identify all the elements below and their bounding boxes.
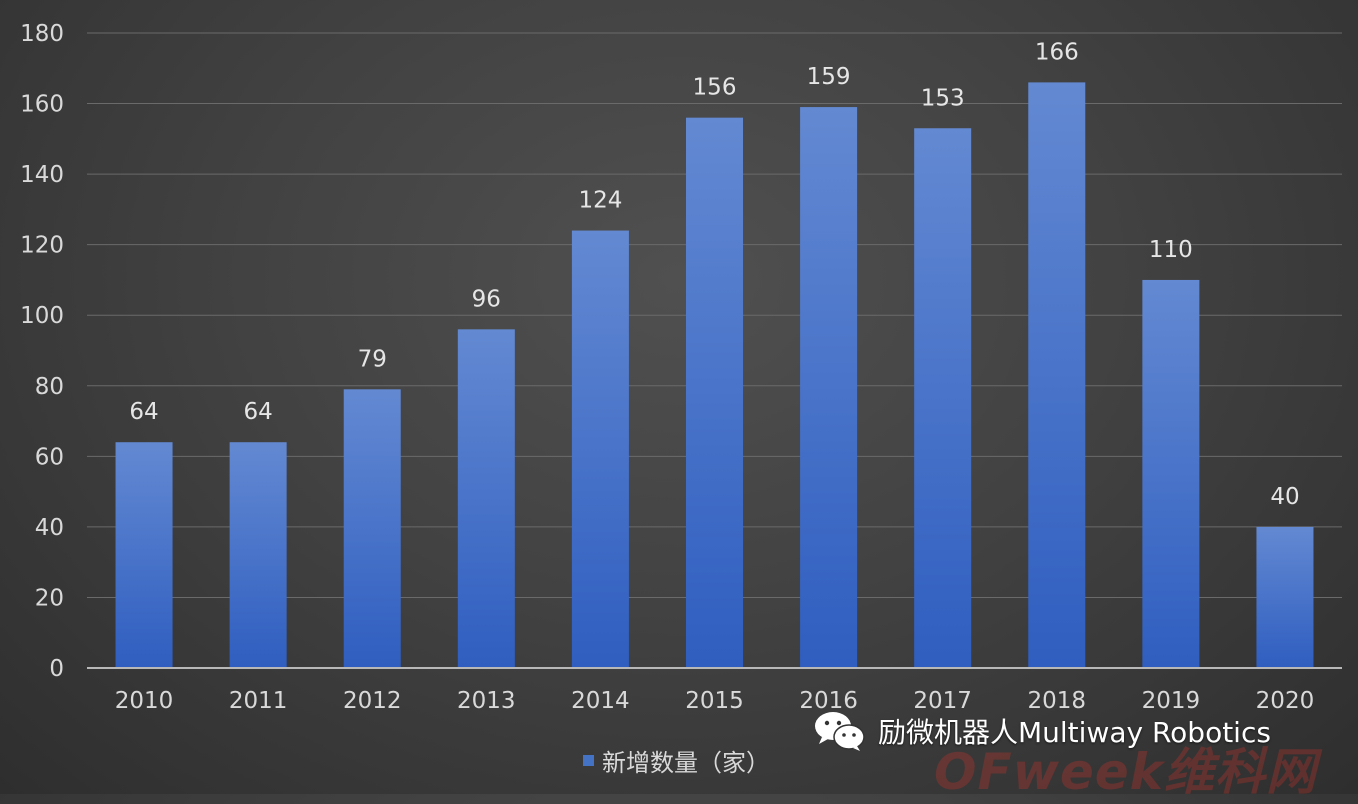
x-tick-label: 2019 xyxy=(1142,688,1201,714)
y-tick-label: 0 xyxy=(49,656,64,682)
x-tick-label: 2017 xyxy=(913,688,972,714)
y-tick-label: 180 xyxy=(20,21,64,47)
y-tick-label: 20 xyxy=(35,585,64,611)
data-label: 96 xyxy=(472,286,501,312)
y-tick-label: 160 xyxy=(20,92,64,118)
y-tick-label: 100 xyxy=(20,303,64,329)
data-label: 166 xyxy=(1035,39,1079,65)
data-label: 156 xyxy=(693,75,737,101)
bars xyxy=(115,82,1314,669)
y-tick-label: 120 xyxy=(20,233,64,259)
x-tick-label: 2011 xyxy=(229,688,288,714)
bar xyxy=(800,107,858,669)
bar xyxy=(457,329,515,668)
data-label: 64 xyxy=(129,399,158,425)
x-tick-label: 2013 xyxy=(457,688,516,714)
bar xyxy=(343,389,401,668)
data-label: 64 xyxy=(243,399,272,425)
bar xyxy=(1256,526,1314,668)
y-tick-label: 40 xyxy=(35,515,64,541)
bar xyxy=(686,117,743,668)
data-label: 79 xyxy=(358,346,387,372)
ofweek-watermark: OFweek维科网 xyxy=(934,743,1317,801)
y-tick-label: 80 xyxy=(35,374,64,400)
bar xyxy=(571,230,629,669)
data-label: 153 xyxy=(921,85,965,111)
axes: 0 20 40 60 80 100 120 140 160 180 2010 2011 2012 2013… xyxy=(20,21,1342,714)
x-tick-label: 2020 xyxy=(1256,688,1315,714)
y-tick-label: 140 xyxy=(20,162,64,188)
wechat-watermark: 励微机器人Multiway Robotics xyxy=(812,708,1271,754)
bar xyxy=(115,442,173,668)
x-tick-label: 2014 xyxy=(571,688,630,714)
legend-label: 新增数量（家） xyxy=(602,748,770,777)
legend: 新增数量（家） xyxy=(583,742,770,778)
bar xyxy=(229,442,287,668)
x-tick-label: 2010 xyxy=(115,688,174,714)
x-tick-label: 2015 xyxy=(685,688,744,714)
y-tick-label: 60 xyxy=(35,444,64,470)
x-tick-label: 2016 xyxy=(799,688,858,714)
x-tick-label: 2012 xyxy=(343,688,402,714)
watermark-text: 励微机器人Multiway Robotics xyxy=(878,716,1271,749)
legend-swatch xyxy=(583,754,594,766)
wechat-icon xyxy=(815,712,865,751)
data-label: 40 xyxy=(1270,484,1299,510)
bar xyxy=(1028,82,1086,668)
data-label: 124 xyxy=(578,188,622,214)
data-label: 110 xyxy=(1149,237,1193,263)
data-label: 159 xyxy=(807,64,851,90)
data-labels: 64 64 79 96 124 156 159 153 166 110 40 xyxy=(129,39,1299,510)
bar xyxy=(1142,279,1200,668)
x-tick-label: 2018 xyxy=(1027,688,1086,714)
bar xyxy=(914,128,972,668)
